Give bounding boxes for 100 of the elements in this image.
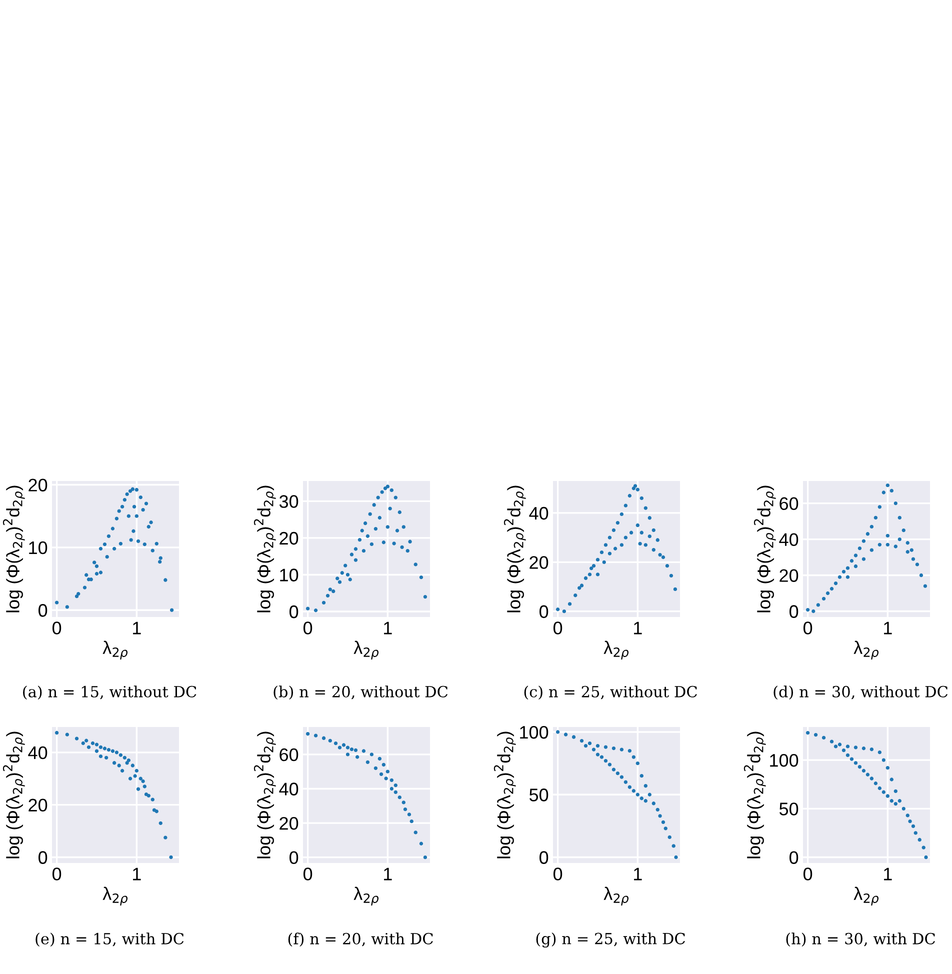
point: [812, 609, 816, 614]
point: [894, 802, 898, 806]
point: [906, 814, 910, 818]
point: [358, 538, 362, 542]
point: [158, 560, 162, 564]
point: [878, 750, 882, 754]
point: [338, 746, 342, 750]
point: [350, 552, 354, 556]
point: [564, 732, 568, 736]
point: [664, 826, 668, 830]
point: [624, 504, 628, 508]
point: [882, 758, 886, 762]
point: [394, 496, 398, 500]
x-axis-title: λ$_{2ρ}$: [102, 640, 128, 660]
point: [902, 806, 906, 810]
point: [110, 526, 115, 530]
point: [648, 792, 652, 796]
x-tick-label: 0: [303, 868, 312, 880]
x-tick-label: 1: [884, 622, 892, 634]
point: [170, 608, 174, 612]
point: [90, 741, 95, 746]
point: [376, 496, 380, 500]
point: [620, 512, 624, 516]
point: [640, 496, 644, 500]
point: [616, 771, 620, 776]
y-tick-label: 30: [279, 495, 298, 508]
point: [628, 785, 632, 789]
point: [84, 573, 88, 577]
point: [633, 484, 638, 488]
point: [134, 768, 139, 773]
point: [120, 504, 124, 509]
point: [640, 530, 644, 534]
point: [125, 492, 129, 496]
point: [846, 566, 850, 570]
point: [126, 514, 131, 518]
y-tick-label: 0: [790, 605, 798, 618]
point: [862, 557, 866, 561]
point: [382, 540, 386, 544]
point: [118, 542, 123, 546]
point: [338, 580, 342, 584]
point: [923, 584, 928, 588]
point: [355, 755, 360, 759]
point: [332, 589, 336, 594]
point: [580, 738, 584, 743]
point: [870, 524, 874, 529]
point: [94, 749, 99, 753]
x-tick-label: 1: [884, 868, 892, 880]
point: [894, 789, 898, 793]
y-tick-label: 0: [290, 851, 298, 864]
point: [600, 755, 604, 759]
point: [94, 742, 99, 746]
point: [592, 564, 596, 568]
point: [890, 799, 894, 803]
point: [608, 762, 612, 766]
point: [620, 748, 624, 752]
point: [866, 532, 870, 536]
point: [146, 524, 150, 529]
point: [82, 586, 87, 590]
point: [94, 564, 99, 568]
point: [898, 537, 902, 542]
point: [322, 600, 326, 605]
point: [572, 735, 576, 739]
point: [414, 830, 418, 834]
point: [620, 543, 624, 547]
point: [644, 784, 648, 788]
point: [556, 608, 560, 612]
point: [314, 734, 318, 738]
point: [120, 768, 124, 773]
point: [354, 547, 358, 551]
point: [922, 846, 926, 850]
point: [882, 490, 886, 494]
point: [842, 570, 846, 574]
x-tick-label: 1: [133, 868, 141, 880]
point: [911, 824, 916, 828]
point: [838, 742, 842, 746]
point: [117, 764, 121, 768]
point: [838, 575, 842, 579]
point: [668, 835, 672, 840]
point: [350, 747, 354, 752]
y-tick-label: 0: [540, 605, 548, 618]
point: [134, 488, 139, 492]
point: [652, 548, 656, 552]
point: [158, 556, 162, 560]
point: [628, 748, 632, 753]
point: [648, 534, 652, 538]
point: [306, 732, 310, 736]
point: [878, 542, 882, 547]
x-tick-label: 0: [803, 622, 812, 634]
point: [110, 749, 115, 753]
point: [84, 738, 88, 742]
point: [574, 594, 578, 598]
point: [644, 506, 648, 510]
y-tick-label: 40: [279, 782, 298, 796]
x-tick-label: 0: [52, 622, 62, 634]
point: [122, 756, 127, 760]
point: [604, 758, 608, 763]
point: [149, 520, 153, 524]
point: [644, 543, 648, 547]
point: [858, 765, 862, 769]
point: [343, 564, 348, 568]
